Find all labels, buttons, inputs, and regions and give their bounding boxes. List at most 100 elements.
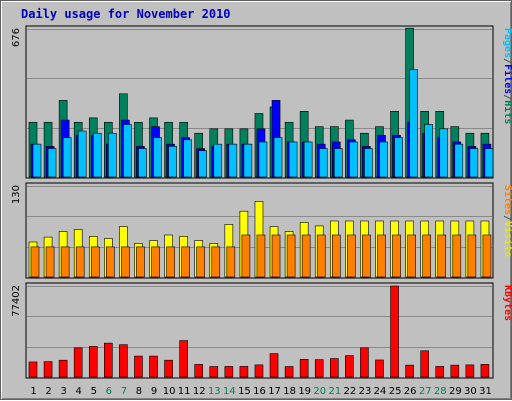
hits-bar-pages-day-26: [409, 69, 418, 178]
sites-bar-sites-day-30: [467, 234, 477, 278]
kbytes-bar-kbytes-day-19: [299, 359, 309, 378]
sites-bar-sites-day-13: [211, 246, 221, 278]
sites-bar-sites-day-12: [196, 246, 206, 278]
kbytes-bar-kbytes-day-23: [360, 347, 369, 378]
sites-bar-sites-day-3: [60, 246, 70, 278]
hits-bar-pages-day-23: [364, 148, 373, 178]
hits-bar-pages-day-29: [454, 143, 464, 178]
sites-bar-sites-day-4: [75, 246, 85, 278]
hits-bar-pages-day-18: [288, 141, 298, 178]
hits-bar-pages-day-20: [318, 148, 328, 178]
hits-bar-pages-day-10: [168, 146, 177, 178]
kbytes-bar-kbytes-day-13: [209, 366, 219, 378]
sites-bar-sites-day-8: [136, 246, 145, 278]
sites-bar-sites-day-22: [347, 234, 356, 278]
sites-bar-sites-day-7: [121, 246, 130, 278]
x-tick-label: 27: [419, 386, 432, 397]
sites-bar-sites-day-31: [482, 234, 492, 278]
kbytes-bar-kbytes-day-29: [450, 364, 460, 378]
kbytes-bar-kbytes-day-2: [43, 361, 53, 378]
sites-bar-sites-day-26: [407, 234, 416, 278]
hits-bar-pages-day-7: [123, 124, 132, 178]
panel-kbytes: [25, 282, 494, 379]
x-tick-label: 19: [298, 386, 311, 397]
x-tick-label: 7: [121, 386, 127, 397]
x-tick-label: 4: [76, 386, 82, 397]
hits-legend: Pages/Files/Hits: [502, 28, 512, 124]
x-tick-label: 6: [106, 386, 112, 397]
x-tick-label: 15: [238, 386, 251, 397]
x-tick-label: 25: [389, 386, 402, 397]
kbytes-bar-kbytes-day-31: [480, 364, 490, 378]
sites-bar-sites-day-10: [166, 246, 175, 278]
sites-bar-sites-day-18: [286, 234, 296, 278]
sites-bar-sites-day-5: [90, 246, 100, 278]
sites-bar-sites-day-27: [422, 234, 431, 278]
sites-bar-sites-day-20: [316, 234, 326, 278]
kbytes-bar-kbytes-day-8: [134, 355, 143, 378]
kbytes-bar-kbytes-day-28: [435, 366, 445, 378]
kbytes-bar-kbytes-day-25: [390, 285, 399, 378]
sites-bar-sites-day-2: [45, 246, 55, 278]
sites-bar-sites-day-25: [392, 234, 401, 278]
x-tick-label: 2: [45, 386, 51, 397]
x-tick-label: 30: [464, 386, 477, 397]
legend-entry: /: [502, 215, 512, 221]
hits-bar-pages-day-31: [484, 148, 494, 178]
sites-bar-sites-day-16: [256, 234, 266, 278]
sites-bar-sites-day-19: [301, 234, 311, 278]
kbytes-bar-kbytes-day-14: [224, 366, 234, 378]
legend-entry: KBytes: [502, 285, 512, 321]
legend-entry: /: [502, 58, 512, 64]
legend-entry: Visits: [502, 221, 512, 257]
kbytes-bar-kbytes-day-18: [284, 366, 294, 378]
x-tick-label: 29: [449, 386, 462, 397]
sites-bar-sites-day-17: [271, 234, 281, 278]
kbytes-bar-kbytes-day-26: [405, 364, 414, 378]
hits-bar-pages-day-27: [424, 124, 433, 178]
kbytes-bar-kbytes-day-3: [58, 359, 68, 378]
kbytes-bar-kbytes-day-15: [239, 366, 249, 378]
x-tick-label: 9: [151, 386, 157, 397]
legend-entry: Files: [502, 64, 512, 94]
sites-bar-sites-day-29: [452, 234, 462, 278]
hits-bar-pages-day-28: [439, 128, 449, 178]
kbytes-bar-kbytes-day-7: [119, 344, 128, 378]
chart-title: Daily usage for November 2010: [21, 7, 231, 21]
hits-bar-pages-day-16: [258, 141, 268, 178]
kbytes-bar-kbytes-day-9: [149, 355, 158, 378]
hits-bar-pages-day-19: [303, 141, 313, 178]
hits-bar-pages-day-24: [379, 141, 388, 178]
hits-ymax-label: 676: [11, 28, 22, 47]
x-tick-label: 26: [404, 386, 417, 397]
hits-bar-pages-day-6: [108, 132, 117, 178]
kbytes-bar-kbytes-day-11: [179, 340, 188, 378]
x-tick-label: 28: [434, 386, 447, 397]
sites-bar-sites-day-6: [106, 246, 115, 278]
hits-bar-pages-day-22: [349, 141, 358, 178]
kbytes-bar-kbytes-day-24: [375, 359, 384, 378]
kbytes-bar-kbytes-day-20: [314, 359, 324, 378]
hits-bar-pages-day-9: [153, 137, 162, 178]
x-tick-label: 5: [91, 386, 97, 397]
hits-bar-pages-day-13: [213, 143, 223, 178]
sites-bar-sites-day-23: [362, 234, 371, 278]
hits-bar-pages-day-1: [32, 143, 42, 178]
sites-bar-sites-day-14: [226, 246, 236, 278]
kbytes-bar-kbytes-day-17: [269, 353, 279, 378]
kbytes-legend: KBytes: [502, 285, 512, 321]
x-tick-label: 1: [30, 386, 36, 397]
hits-bar-pages-day-8: [138, 148, 147, 178]
hits-bar-pages-day-3: [62, 137, 72, 178]
x-tick-label: 13: [208, 386, 221, 397]
sites-bar-sites-day-15: [241, 234, 251, 278]
hits-bar-pages-day-14: [228, 143, 238, 178]
kbytes-bar-kbytes-day-12: [194, 364, 204, 378]
kbytes-bar-kbytes-day-30: [465, 364, 475, 378]
kbytes-bar-kbytes-day-6: [104, 342, 113, 378]
kbytes-bar-kbytes-day-22: [345, 355, 354, 378]
x-tick-label: 21: [328, 386, 341, 397]
hits-bar-pages-day-15: [243, 143, 253, 178]
sites-bar-sites-day-24: [377, 234, 386, 278]
kbytes-ymax-label: 77402: [11, 285, 22, 317]
